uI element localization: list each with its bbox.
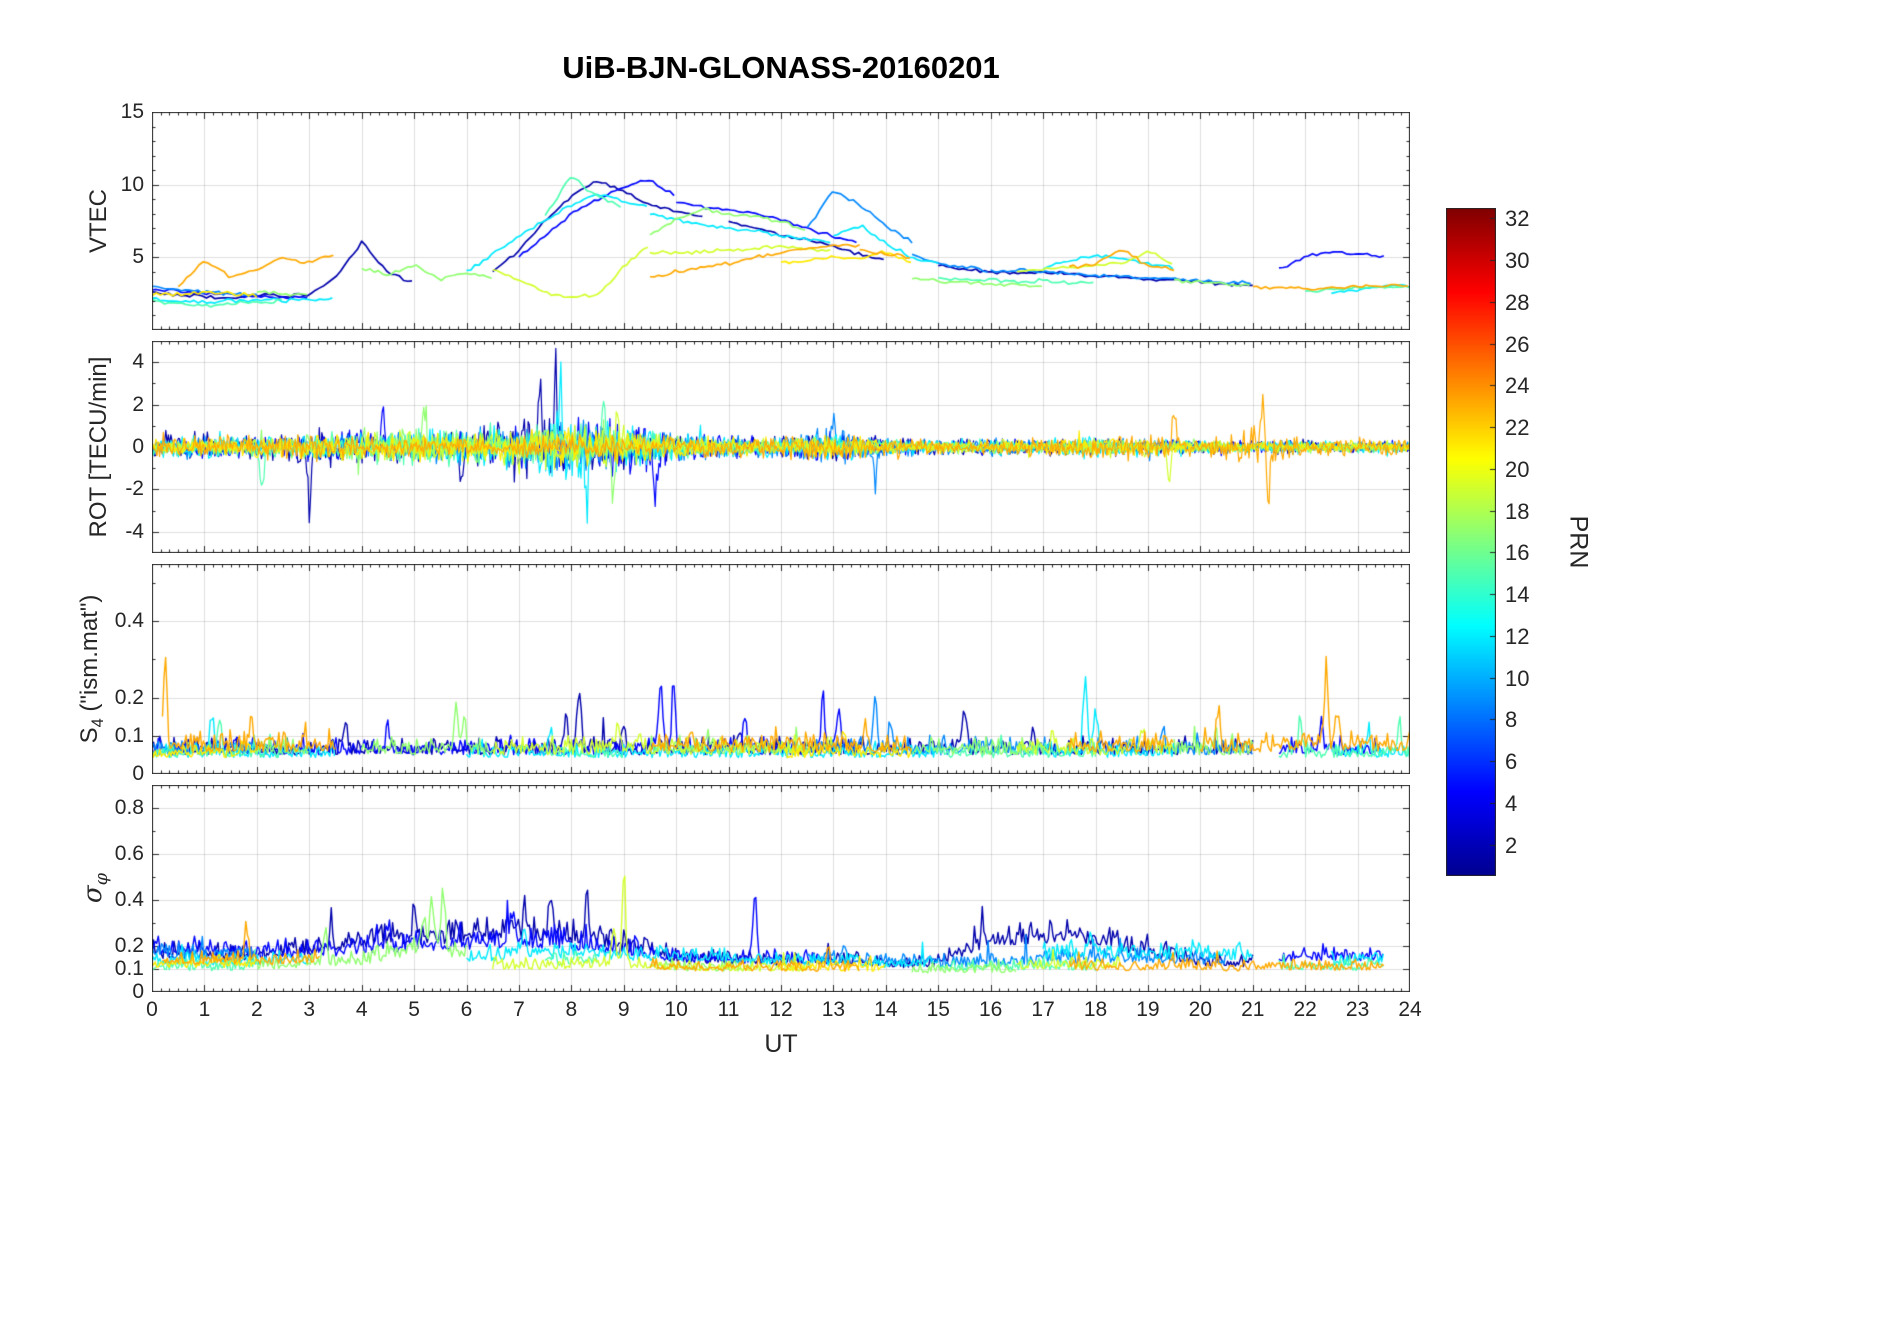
sigma-phi-plot-canvas (152, 785, 1410, 992)
x-tick-label: 4 (355, 998, 368, 1021)
y-tick-label: 0.6 (114, 842, 144, 865)
x-tick-label: 12 (769, 998, 793, 1021)
y-tick-label: 0 (132, 980, 144, 1003)
x-tick-label: 6 (460, 998, 473, 1021)
x-tick-label: 7 (513, 998, 525, 1021)
ylabel-vtec: VTEC (85, 189, 113, 253)
colorbar-tick-label: 22 (1505, 414, 1530, 440)
colorbar-label-prn: PRN (1564, 515, 1593, 569)
x-tick-label: 9 (617, 998, 630, 1021)
y-tick-label: 2 (132, 392, 144, 416)
y-tick-label: 0.4 (114, 609, 144, 633)
colorbar-tick-label: 12 (1505, 623, 1530, 649)
y-tick-label: 0.1 (114, 957, 144, 980)
x-tick-label: 13 (821, 998, 846, 1021)
colorbar-tick-label: 20 (1505, 456, 1530, 482)
y-tick-label: -2 (125, 477, 144, 501)
y-tick-label: 0.2 (114, 934, 144, 957)
colorbar-tick-label: 4 (1505, 790, 1518, 816)
colorbar-tick-label: 30 (1505, 247, 1530, 273)
y-tick-label: 0.4 (114, 888, 144, 911)
colorbar-tick-label: 2 (1505, 832, 1518, 858)
x-tick-label: 8 (565, 998, 578, 1021)
panel-rot (152, 341, 1410, 553)
colorbar-tick-label: 16 (1505, 539, 1530, 565)
x-tick-label: 14 (874, 998, 898, 1021)
y-tick-label: -4 (125, 519, 144, 543)
y-tick-label: 0 (132, 762, 144, 785)
x-tick-label: 3 (303, 998, 316, 1021)
x-tick-label: 2 (250, 998, 263, 1021)
y-tick-label: 0 (132, 435, 144, 458)
x-tick-label: 0 (146, 998, 158, 1021)
x-tick-label: 10 (664, 998, 688, 1021)
x-tick-label: 15 (926, 998, 950, 1021)
xlabel-ut: UT (764, 1030, 798, 1058)
x-tick-label: 24 (1398, 998, 1422, 1021)
x-tick-label: 19 (1136, 998, 1160, 1021)
x-tick-label: 16 (978, 998, 1003, 1021)
y-tick-label: 5 (132, 245, 144, 269)
ylabel-sigma-sub: φ (92, 872, 113, 886)
x-tick-label: 22 (1293, 998, 1317, 1021)
colorbar-tick-label: 18 (1505, 498, 1530, 524)
vtec-plot-canvas (152, 112, 1410, 330)
y-tick-label: 0.8 (114, 796, 144, 819)
x-tick-label: 18 (1083, 998, 1108, 1021)
colorbar-tick-label: 14 (1505, 581, 1530, 607)
y-tick-label: 10 (120, 172, 144, 196)
x-tick-label: 21 (1241, 998, 1265, 1021)
colorbar-tick-label: 28 (1505, 289, 1530, 315)
colorbar-tick-label: 24 (1505, 372, 1530, 398)
colorbar-tick-label: 8 (1505, 706, 1518, 732)
x-tick-label: 23 (1345, 998, 1370, 1021)
panel-sigma-phi (152, 785, 1410, 992)
chart-title: UiB-BJN-GLONASS-20160201 (562, 50, 1000, 85)
s4-plot-canvas (152, 564, 1410, 774)
x-tick-label: 17 (1031, 998, 1055, 1021)
x-tick-label: 1 (198, 998, 211, 1021)
y-tick-label: 0.2 (114, 685, 144, 709)
x-tick-label: 20 (1188, 998, 1212, 1021)
x-tick-label: 11 (717, 998, 740, 1021)
x-tick-label: 5 (408, 998, 420, 1021)
panel-s4 (152, 564, 1410, 774)
y-tick-label: 0.1 (114, 723, 144, 747)
y-tick-label: 15 (120, 100, 144, 123)
colorbar-tick-label: 32 (1505, 205, 1530, 231)
y-tick-label: 4 (132, 350, 144, 374)
colorbar-tick-label: 26 (1505, 331, 1530, 357)
colorbar-tick-label: 10 (1505, 665, 1530, 691)
ylabel-vtec-text: VTEC (85, 188, 112, 254)
colorbar-tick-label: 6 (1505, 748, 1518, 774)
rot-plot-canvas (152, 341, 1410, 553)
colorbar (1446, 208, 1496, 876)
panel-vtec (152, 112, 1410, 330)
